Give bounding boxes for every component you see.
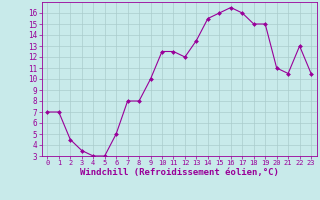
X-axis label: Windchill (Refroidissement éolien,°C): Windchill (Refroidissement éolien,°C): [80, 168, 279, 177]
